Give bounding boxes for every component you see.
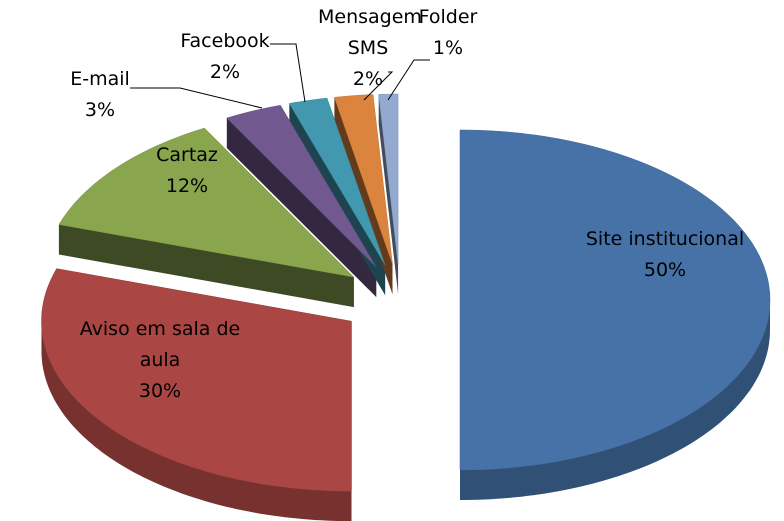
slice-wall bbox=[226, 118, 377, 297]
slice bbox=[41, 268, 352, 492]
slice-label: Mensagem SMS 2% bbox=[318, 2, 422, 95]
slice bbox=[226, 105, 377, 268]
slice-label: Site institucional 50% bbox=[565, 224, 765, 286]
slice-side bbox=[41, 321, 352, 521]
category-label: Folder bbox=[418, 6, 478, 28]
category-label: Facebook bbox=[180, 30, 270, 52]
slice-label: E-mail 3% bbox=[50, 64, 150, 126]
slice-side bbox=[460, 300, 770, 500]
category-label: Mensagem SMS bbox=[318, 6, 422, 59]
category-label: E-mail bbox=[70, 68, 130, 90]
leader-line bbox=[387, 59, 430, 101]
slice bbox=[459, 129, 771, 471]
slice bbox=[378, 93, 399, 265]
leader-line bbox=[130, 87, 263, 109]
value-label: 12% bbox=[165, 175, 209, 197]
slice bbox=[334, 94, 393, 265]
slice-label: Cartaz 12% bbox=[127, 140, 247, 202]
value-label: 3% bbox=[84, 99, 116, 121]
leader-line bbox=[363, 71, 394, 101]
leader-line bbox=[270, 43, 306, 103]
category-label: Aviso em sala de aula bbox=[79, 318, 241, 371]
category-label: Site institucional bbox=[585, 228, 745, 250]
slice-label: Aviso em sala de aula 30% bbox=[60, 314, 260, 407]
value-label: 30% bbox=[138, 380, 182, 402]
value-label: 50% bbox=[643, 259, 687, 281]
slice-label: Facebook 2% bbox=[165, 26, 285, 88]
slice-wall bbox=[378, 94, 399, 295]
value-label: 2% bbox=[352, 68, 384, 90]
value-label: 2% bbox=[209, 61, 241, 83]
slice bbox=[58, 127, 355, 278]
slice-wall bbox=[58, 224, 354, 308]
slice-label: Folder 1% bbox=[403, 2, 493, 64]
value-label: 1% bbox=[432, 37, 464, 59]
slice bbox=[288, 97, 386, 266]
category-label: Cartaz bbox=[156, 144, 218, 166]
